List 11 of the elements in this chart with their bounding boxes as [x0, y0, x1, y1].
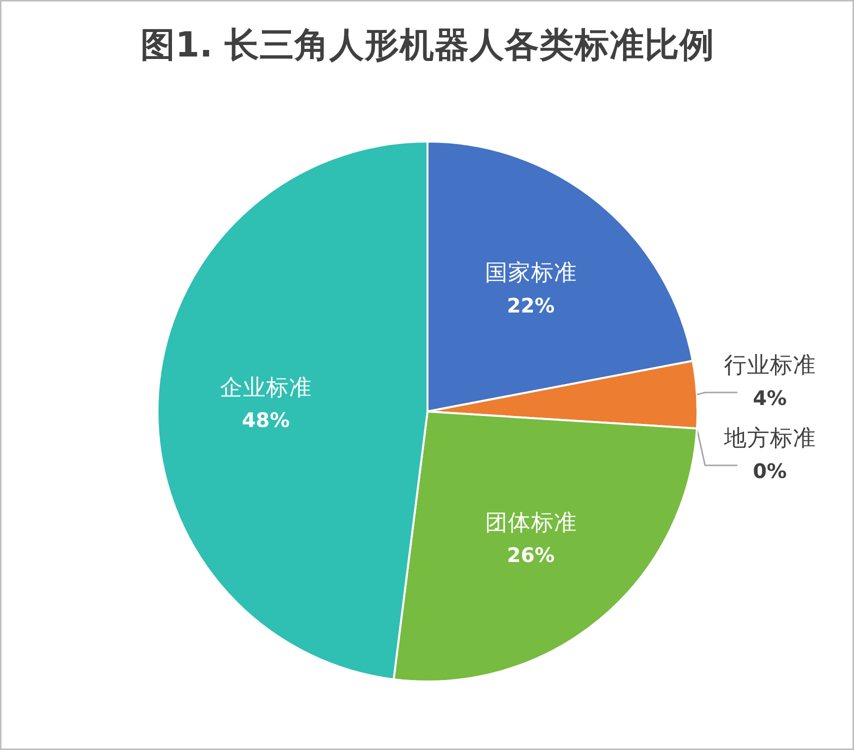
data-label: 26% [506, 543, 555, 568]
slice-label: 企业标准 [220, 374, 312, 401]
text: 0% [752, 458, 787, 483]
slice-label: 团体标准 [484, 510, 577, 536]
data-label: 48% [242, 408, 290, 432]
slice-label: 国家标准 [484, 260, 577, 286]
slice-label: 行业标准 [724, 352, 816, 379]
data-label: 4% [752, 386, 787, 410]
data-label: 22% [506, 294, 555, 318]
category-label: 地方标准 [724, 425, 816, 452]
chart-title: 图1. 长三角人形机器人各类标准比例 [140, 26, 715, 66]
